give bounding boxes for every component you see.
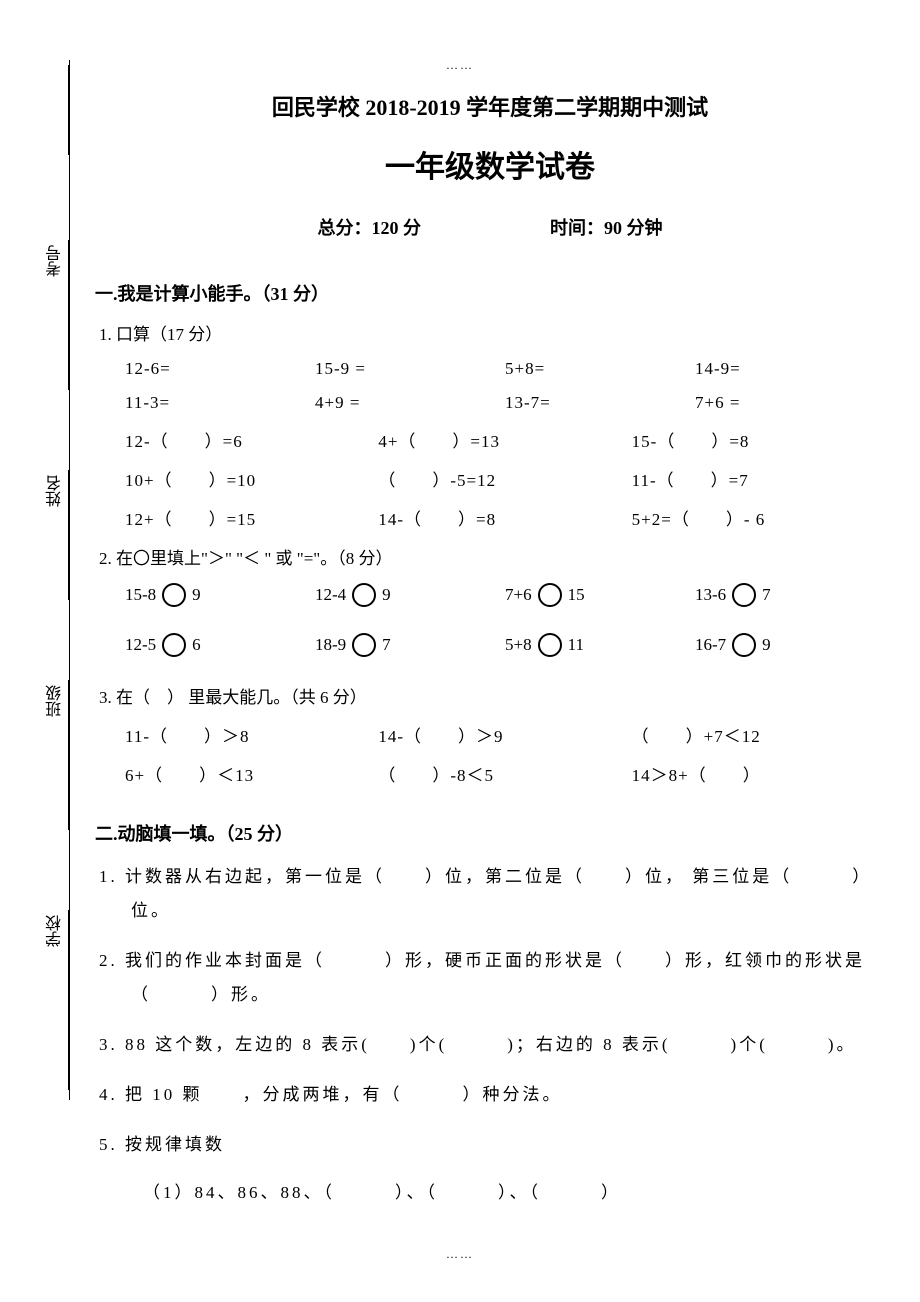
circle-icon — [162, 583, 186, 607]
q3-row-1: 6+（ ）＜13 （ ）-8＜5 14＞8+（ ） — [125, 761, 885, 786]
q2-cell: 18-9 7 — [315, 633, 505, 657]
q1-label: 1. 口算（17 分） — [99, 320, 885, 345]
sidebar-line-4 — [68, 680, 70, 830]
q2-cell: 15-8 9 — [125, 583, 315, 607]
compare-left: 18-9 — [315, 635, 346, 655]
q1-row-4: 12+（ ）=15 14-（ ）=8 5+2=（ ）- 6 — [125, 505, 885, 530]
circle-icon — [352, 583, 376, 607]
q1-cell: 4+（ ）=13 — [378, 427, 631, 452]
time-limit: 时间：90 分钟 — [550, 214, 663, 240]
q2-cell: 12-5 6 — [125, 633, 315, 657]
section-1-heading: 一.我是计算小能手。（31 分） — [95, 280, 885, 306]
total-score: 总分：120 分 — [318, 214, 422, 240]
binding-sidebar: 考号 姓名 班级 学校 — [20, 60, 70, 1100]
q1-cell: 11-（ ）=7 — [632, 466, 885, 491]
q1-cell: （ ）-5=12 — [378, 466, 631, 491]
q2-label: 2. 在〇里填上"＞" "＜ " 或 "="。（8 分） — [99, 544, 885, 569]
s2-q1: 1. 计数器从右边起，第一位是（ ）位，第二位是（ ）位， 第三位是（ ）位。 — [127, 860, 885, 928]
compare-right: 6 — [192, 635, 201, 655]
sidebar-class: 班级 — [44, 685, 68, 717]
q2-cell: 13-6 7 — [695, 583, 885, 607]
q2-cell: 16-7 9 — [695, 633, 885, 657]
q2-cell: 12-4 9 — [315, 583, 505, 607]
q3-cell: 11-（ ）＞8 — [125, 722, 378, 747]
q3-label: 3. 在（ ） 里最大能几。（共 6 分） — [99, 683, 885, 708]
q1-row-3: 10+（ ）=10 （ ）-5=12 11-（ ）=7 — [125, 466, 885, 491]
page-content: 回民学校 2018-2019 学年度第二学期期中测试 一年级数学试卷 总分：12… — [95, 90, 885, 1219]
q1-cell: 10+（ ）=10 — [125, 466, 378, 491]
compare-right: 9 — [192, 585, 201, 605]
q1-cell: 4+9 = — [315, 393, 505, 413]
q3-cell: 6+（ ）＜13 — [125, 761, 378, 786]
q2-cell: 7+6 15 — [505, 583, 695, 607]
circle-icon — [538, 633, 562, 657]
exam-title-line1: 回民学校 2018-2019 学年度第二学期期中测试 — [95, 90, 885, 122]
q3-cell: 14-（ ）＞9 — [378, 722, 631, 747]
sidebar-school: 学校 — [44, 915, 68, 947]
q3-row-0: 11-（ ）＞8 14-（ ）＞9 （ ）+7＜12 — [125, 722, 885, 747]
compare-left: 16-7 — [695, 635, 726, 655]
sidebar-name: 姓名 — [44, 475, 68, 507]
header-dots: …… — [446, 58, 474, 73]
s2-q5-sub: （1）84、86、88、（ ）、（ ）、（ ） — [143, 1178, 885, 1203]
q1-row-0: 12-6= 15-9 = 5+8= 14-9= — [125, 359, 885, 379]
sidebar-exam-number: 考号 — [44, 245, 68, 277]
q1-cell: 11-3= — [125, 393, 315, 413]
compare-right: 7 — [382, 635, 391, 655]
q3-cell: （ ）-8＜5 — [378, 761, 631, 786]
q1-cell: 12-（ ）=6 — [125, 427, 378, 452]
q1-cell: 15-（ ）=8 — [632, 427, 885, 452]
compare-left: 5+8 — [505, 635, 532, 655]
q1-cell: 5+2=（ ）- 6 — [632, 505, 885, 530]
q1-cell: 5+8= — [505, 359, 695, 379]
q1-cell: 12-6= — [125, 359, 315, 379]
circle-icon — [162, 633, 186, 657]
circle-icon — [732, 583, 756, 607]
circle-icon — [538, 583, 562, 607]
compare-right: 11 — [568, 635, 584, 655]
q1-cell: 15-9 = — [315, 359, 505, 379]
q1-cell: 7+6 = — [695, 393, 885, 413]
q3-cell: （ ）+7＜12 — [632, 722, 885, 747]
compare-left: 7+6 — [505, 585, 532, 605]
s2-q2: 2. 我们的作业本封面是（ ）形，硬币正面的形状是（ ）形，红领巾的形状是（ ）… — [127, 944, 885, 1012]
s2-q4: 4. 把 10 颗 ，分成两堆，有（ ）种分法。 — [127, 1078, 885, 1112]
q1-row-1: 11-3= 4+9 = 13-7= 7+6 = — [125, 393, 885, 413]
q2-row-1: 12-5 6 18-9 7 5+8 11 16-7 9 — [125, 633, 885, 657]
compare-left: 13-6 — [695, 585, 726, 605]
compare-left: 12-5 — [125, 635, 156, 655]
s2-q3: 3. 88 这个数，左边的 8 表示( )个( )；右边的 8 表示( )个( … — [127, 1028, 885, 1062]
circle-icon — [732, 633, 756, 657]
q1-cell: 12+（ ）=15 — [125, 505, 378, 530]
q3-cell: 14＞8+（ ） — [632, 761, 885, 786]
q2-row-0: 15-8 9 12-4 9 7+6 15 13-6 7 — [125, 583, 885, 607]
q1-row-2: 12-（ ）=6 4+（ ）=13 15-（ ）=8 — [125, 427, 885, 452]
compare-right: 9 — [382, 585, 391, 605]
circle-icon — [352, 633, 376, 657]
s2-q5: 5. 按规律填数 — [127, 1128, 885, 1162]
compare-left: 15-8 — [125, 585, 156, 605]
compare-left: 12-4 — [315, 585, 346, 605]
q2-cell: 5+8 11 — [505, 633, 695, 657]
sidebar-line-5 — [68, 910, 70, 1090]
sidebar-line-1 — [68, 65, 70, 155]
compare-right: 9 — [762, 635, 771, 655]
compare-right: 7 — [762, 585, 771, 605]
exam-title-line2: 一年级数学试卷 — [95, 142, 885, 186]
section-2-heading: 二.动脑填一填。（25 分） — [95, 820, 885, 846]
footer-dots: …… — [446, 1247, 474, 1262]
compare-right: 15 — [568, 585, 585, 605]
q1-cell: 13-7= — [505, 393, 695, 413]
q1-cell: 14-9= — [695, 359, 885, 379]
sidebar-line-2 — [68, 240, 70, 390]
sidebar-line-3 — [68, 470, 70, 600]
exam-meta: 总分：120 分 时间：90 分钟 — [95, 214, 885, 240]
q1-cell: 14-（ ）=8 — [378, 505, 631, 530]
